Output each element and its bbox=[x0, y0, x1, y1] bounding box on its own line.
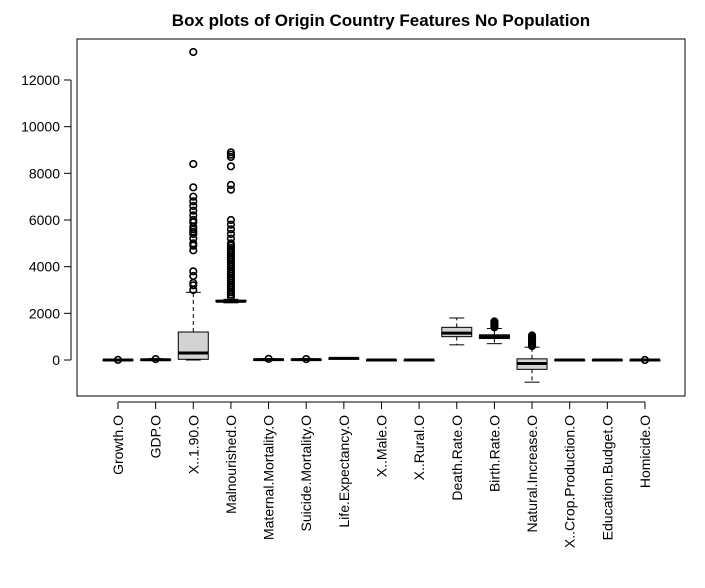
outlier-point bbox=[264, 354, 273, 363]
box-Death.Rate.O bbox=[441, 317, 473, 346]
outlier-point bbox=[189, 267, 198, 276]
outlier-point bbox=[226, 180, 236, 190]
box-Malnourished.O bbox=[215, 148, 247, 304]
y-tick-label: 4000 bbox=[29, 259, 60, 275]
outlier-point bbox=[189, 201, 198, 211]
chart-title: Box plots of Origin Country Features No … bbox=[172, 11, 590, 30]
box-X..Male.O bbox=[365, 358, 397, 362]
y-tick-label: 6000 bbox=[29, 212, 60, 228]
y-tick-label: 0 bbox=[52, 352, 60, 368]
y-tick-label: 8000 bbox=[29, 165, 60, 181]
box-X..Crop.Production.O bbox=[554, 358, 586, 362]
outlier-point bbox=[151, 354, 160, 364]
box-Education.Budget.O bbox=[591, 358, 623, 362]
outlier-point bbox=[226, 225, 236, 234]
outlier-point bbox=[226, 215, 236, 225]
y-tick-label: 2000 bbox=[29, 305, 60, 321]
x-tick-label: Maternal.Mortality.O bbox=[261, 415, 277, 540]
outlier-point bbox=[189, 215, 198, 225]
outlier-point bbox=[189, 159, 198, 169]
x-axis-ticks: Growth.O GDP.O X..1.90.O Malnourished.O Mate… bbox=[110, 402, 653, 548]
outlier-point bbox=[189, 197, 198, 206]
box-GDP.O bbox=[140, 354, 172, 364]
box-body bbox=[177, 331, 209, 360]
x-tick-label: GDP.O bbox=[148, 415, 164, 458]
outlier-point bbox=[113, 355, 123, 364]
x-tick-label: Natural.Increase.O bbox=[524, 415, 540, 533]
outlier-point bbox=[226, 220, 236, 229]
x-tick-label: X..Rural.O bbox=[411, 415, 427, 480]
box-Natural.Increase.O bbox=[516, 331, 548, 383]
box-X..1.90.O bbox=[177, 47, 209, 361]
outlier-point bbox=[226, 162, 236, 171]
x-tick-label: Birth.Rate.O bbox=[486, 415, 502, 492]
outlier-point bbox=[527, 331, 537, 340]
x-tick-label: Malnourished.O bbox=[223, 415, 239, 514]
outlier-point bbox=[189, 47, 198, 57]
y-axis-ticks: 0 2000 4000 6000 8000 10000 12000 bbox=[21, 72, 71, 368]
x-tick-label: X..Crop.Production.O bbox=[562, 415, 578, 548]
outlier-point bbox=[226, 185, 236, 194]
outlier-point bbox=[302, 354, 311, 364]
box-Maternal.Mortality.O bbox=[253, 354, 285, 363]
y-tick-label: 10000 bbox=[21, 119, 60, 135]
boxes-layer bbox=[102, 47, 661, 383]
outlier-point bbox=[189, 239, 198, 248]
box-Suicide.Mortality.O bbox=[290, 354, 322, 364]
x-tick-label: X..Male.O bbox=[373, 415, 389, 477]
x-tick-label: Homicide.O bbox=[637, 415, 653, 488]
x-tick-label: Life.Expectancy.O bbox=[336, 415, 352, 528]
outlier-point bbox=[226, 239, 236, 248]
outlier-point bbox=[189, 271, 198, 281]
outlier-point bbox=[226, 234, 236, 243]
x-tick-label: X..1.90.O bbox=[185, 415, 201, 474]
box-Growth.O bbox=[102, 355, 134, 364]
y-tick-label: 12000 bbox=[21, 72, 60, 88]
x-tick-label: Suicide.Mortality.O bbox=[298, 415, 314, 532]
x-tick-label: Growth.O bbox=[110, 415, 126, 475]
outlier-point bbox=[490, 317, 499, 326]
outlier-point bbox=[189, 211, 198, 220]
outlier-point bbox=[640, 355, 650, 365]
outlier-point bbox=[189, 206, 198, 215]
box-Birth.Rate.O bbox=[478, 317, 510, 345]
plot-frame bbox=[76, 38, 686, 397]
box-Homicide.O bbox=[629, 355, 661, 365]
outlier-point bbox=[189, 192, 198, 201]
x-tick-label: Education.Budget.O bbox=[599, 415, 615, 540]
outlier-point bbox=[226, 229, 236, 239]
outlier-point bbox=[189, 183, 198, 192]
outlier-point bbox=[226, 148, 236, 157]
box-Life.Expectancy.O bbox=[328, 356, 360, 360]
box-X..Rural.O bbox=[403, 358, 435, 362]
x-tick-label: Death.Rate.O bbox=[449, 415, 465, 501]
